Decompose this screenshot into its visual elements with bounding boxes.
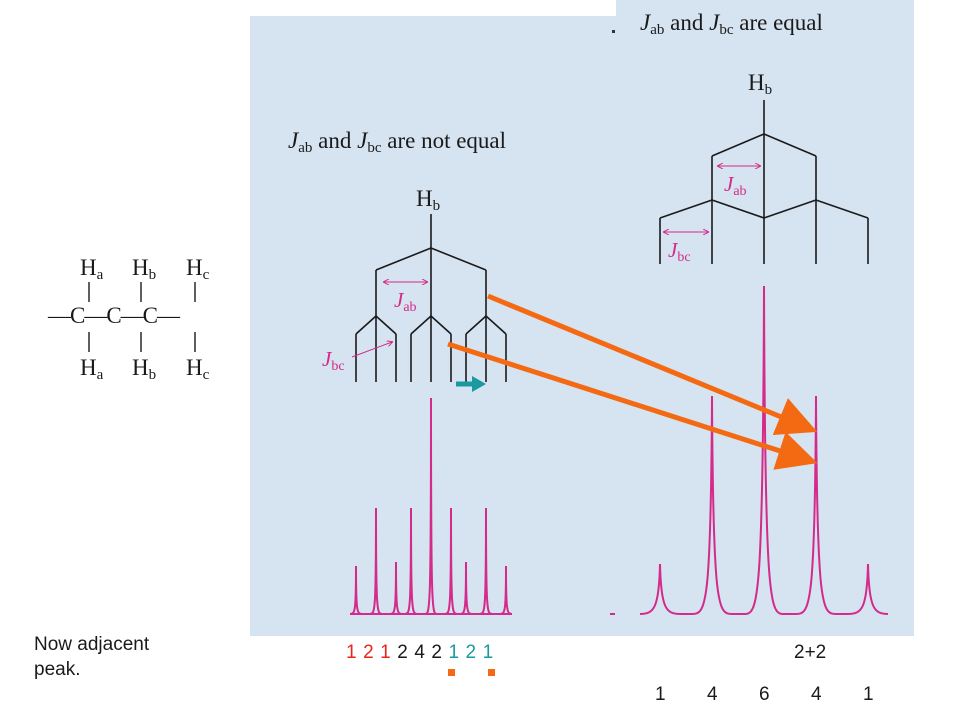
left-splitting-tree	[355, 214, 507, 382]
right-intensity-4: 4	[811, 684, 822, 705]
jbc-label-right: Jbc	[668, 238, 691, 265]
right-intensity-3: 6	[759, 684, 770, 705]
jab-label-left: Jab	[394, 288, 417, 315]
right-intensity-5: 1	[863, 684, 874, 705]
left-spectrum	[349, 397, 513, 615]
note-text: Now adjacent peak.	[34, 634, 150, 680]
right-intensity-2: 4	[707, 684, 718, 705]
atom-hc-top: Hc	[186, 255, 210, 283]
right-spectrum	[610, 285, 889, 615]
orange-arrow-upper	[487, 293, 818, 436]
heading-equal: Jab and Jbc are equal	[640, 10, 823, 38]
dot-mark	[612, 30, 615, 33]
jbc-label-left: Jbc	[322, 347, 345, 374]
hb-label-right: Hb	[748, 70, 773, 98]
atom-hb-top: Hb	[132, 255, 157, 283]
carbon-chain: —C—C—C—	[48, 303, 180, 328]
heading-not-equal: Jab and Jbc are not equal	[288, 128, 507, 156]
atom-hb-bottom: Hb	[132, 355, 157, 383]
atom-hc-bottom: Hc	[186, 355, 210, 383]
right-intensity-1: 1	[655, 684, 666, 705]
sum-label: 2+2	[794, 642, 827, 663]
orange-arrow-lower	[447, 341, 818, 470]
marker-square-1	[448, 669, 455, 676]
atom-ha-top: Ha	[80, 255, 104, 283]
jab-label-right: Jab	[724, 172, 747, 199]
marker-square-2	[488, 669, 495, 676]
atom-ha-bottom: Ha	[80, 355, 104, 383]
molecule-bonds	[88, 282, 196, 352]
right-splitting-tree	[659, 100, 869, 264]
hb-label-left: Hb	[416, 186, 441, 214]
